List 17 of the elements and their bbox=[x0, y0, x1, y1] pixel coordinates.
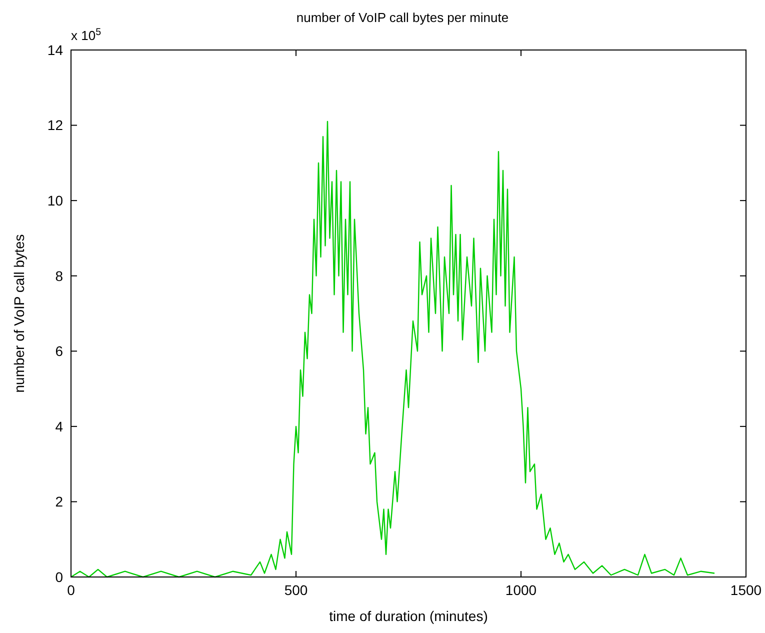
x-axis-title: time of duration (minutes) bbox=[329, 608, 488, 624]
x-tick-label: 1500 bbox=[730, 582, 762, 598]
y-tick-label: 6 bbox=[55, 343, 64, 360]
y-tick-label: 12 bbox=[47, 117, 64, 134]
y-tick-label: 2 bbox=[55, 494, 64, 510]
y-tick-label: 0 bbox=[55, 568, 64, 585]
line-series bbox=[70, 120, 716, 578]
chart-title: number of VoIP call bytes per minute bbox=[296, 10, 509, 25]
x-tick-label: 0 bbox=[67, 582, 76, 598]
text: x 10$^{5}$ bbox=[71, 26, 102, 43]
x-tick-label: 1000 bbox=[505, 582, 537, 598]
y-tick-label: 4 bbox=[55, 418, 64, 434]
y-tick-label: 10 bbox=[47, 192, 64, 208]
y-axis-title: number of VoIP call bytes bbox=[11, 234, 27, 393]
y-tick-label: 8 bbox=[55, 268, 64, 284]
y-tick-label: 14 bbox=[47, 42, 64, 58]
x-tick-label: 500 bbox=[284, 582, 308, 598]
